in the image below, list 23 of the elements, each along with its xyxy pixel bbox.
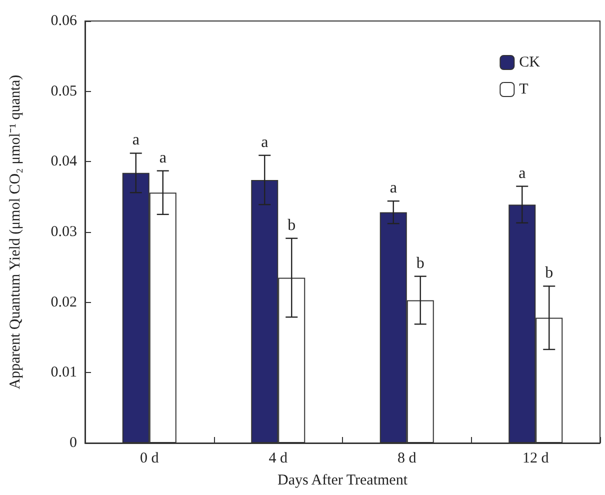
y-tick-label: 0 bbox=[70, 435, 77, 451]
annotation: b bbox=[288, 216, 296, 234]
x-tick-label: 0 d bbox=[140, 450, 160, 466]
y-tick-label: 0.04 bbox=[50, 154, 78, 170]
legend-label: CK bbox=[519, 54, 540, 70]
annotation: a bbox=[132, 132, 140, 149]
annotation: a bbox=[518, 164, 526, 182]
y-axis-title: Apparent Quantum Yield (μmol CO₂ μmol⁻¹ quanta) bbox=[8, 74, 24, 390]
x-tick-label: 4 d bbox=[268, 450, 288, 466]
legend-label: T bbox=[519, 82, 528, 98]
y-tick-label: 0.03 bbox=[50, 224, 77, 240]
annotation: a bbox=[261, 134, 268, 151]
annotation: a bbox=[159, 149, 166, 166]
x-tick-label: 8 d bbox=[398, 450, 417, 466]
y-tick-label: 0.02 bbox=[50, 294, 77, 310]
annotation: a bbox=[390, 180, 397, 197]
x-tick-label: 12 d bbox=[522, 450, 550, 466]
y-tick-label: 0.06 bbox=[50, 13, 78, 29]
y-tick-label: 0.01 bbox=[50, 364, 77, 381]
annotation: b bbox=[416, 254, 424, 272]
annotation: b bbox=[545, 264, 554, 282]
x-axis-title: Days After Treatment bbox=[278, 472, 408, 488]
y-tick-label: 0.05 bbox=[50, 83, 77, 100]
